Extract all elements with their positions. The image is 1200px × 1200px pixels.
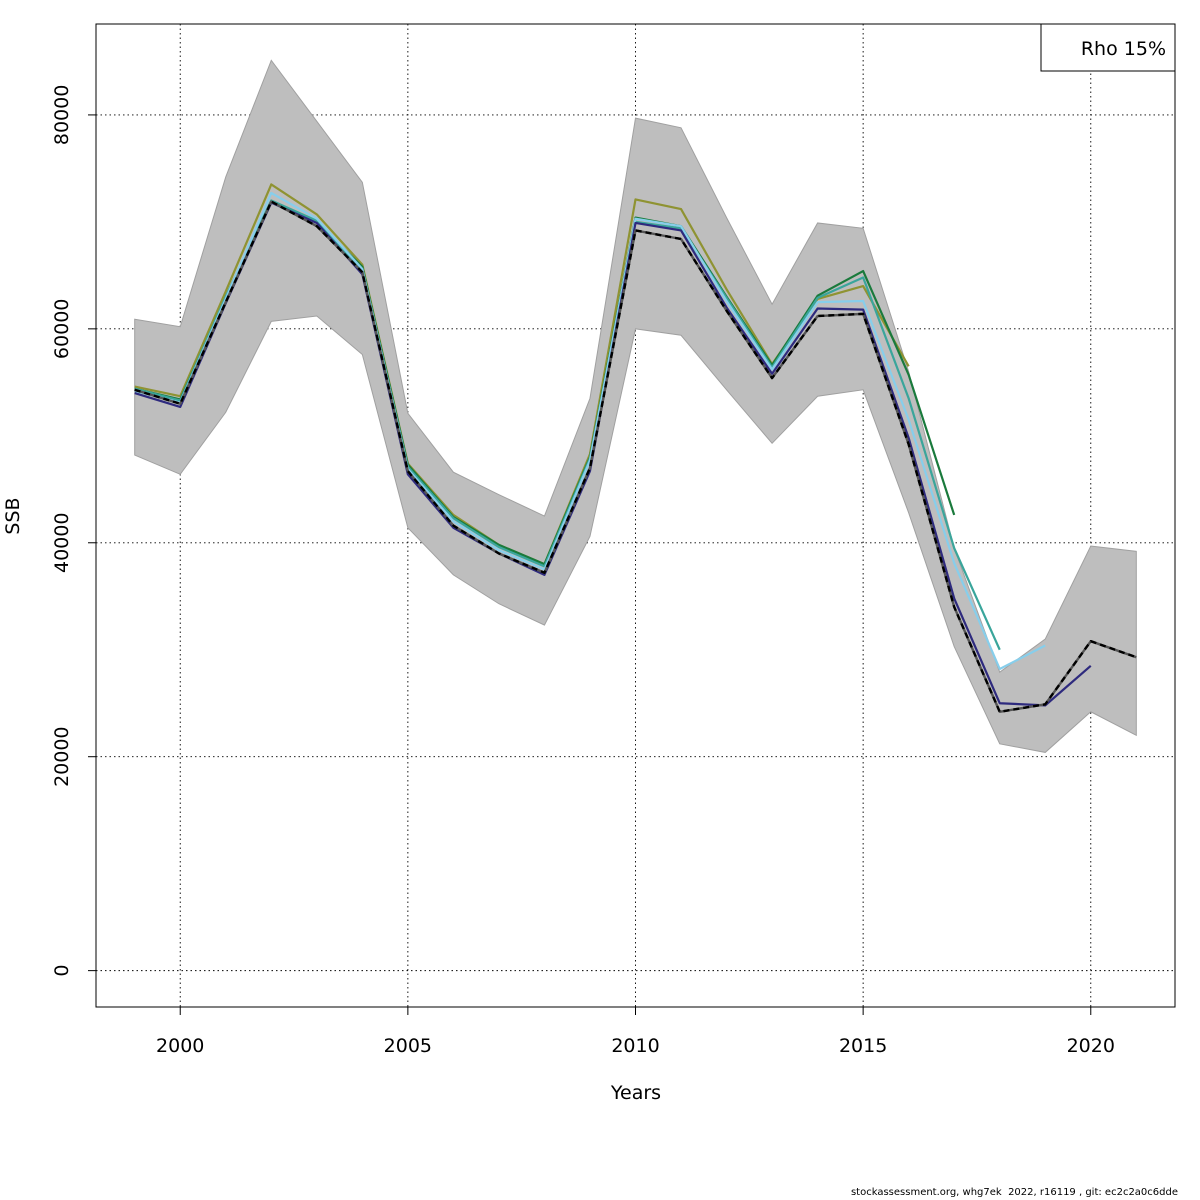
series-layer bbox=[134, 183, 1137, 713]
y-axis: 0 20000 40000 60000 80000 bbox=[51, 85, 97, 977]
legend-box bbox=[1040, 23, 1176, 72]
series-line-0 bbox=[134, 200, 1137, 713]
legend: Rho 15% bbox=[1040, 23, 1176, 72]
x-tick-label-2000: 2000 bbox=[156, 1035, 204, 1057]
x-tick-label-2015: 2015 bbox=[839, 1035, 887, 1057]
confidence-band bbox=[134, 59, 1137, 753]
y-tick-label-20000: 20000 bbox=[51, 726, 73, 786]
x-tick-label-2020: 2020 bbox=[1067, 1035, 1115, 1057]
footer-credit: stockassessment.org, whg7ek 2022, r16119… bbox=[850, 1187, 1178, 1198]
y-tick-label-80000: 80000 bbox=[51, 85, 73, 145]
legend-text: Rho 15% bbox=[1081, 38, 1166, 60]
confidence-band-layer bbox=[134, 59, 1137, 753]
x-tick-label-2005: 2005 bbox=[384, 1035, 432, 1057]
x-tick-label-2010: 2010 bbox=[611, 1035, 659, 1057]
x-axis: 2000 2005 2010 2015 2020 bbox=[156, 1006, 1115, 1057]
series-line-2 bbox=[134, 191, 1046, 671]
x-axis-label: Years bbox=[610, 1082, 661, 1104]
y-tick-label-0: 0 bbox=[51, 965, 73, 977]
y-tick-label-60000: 60000 bbox=[51, 299, 73, 359]
y-axis-label: SSB bbox=[2, 497, 24, 534]
y-tick-label-40000: 40000 bbox=[51, 513, 73, 573]
